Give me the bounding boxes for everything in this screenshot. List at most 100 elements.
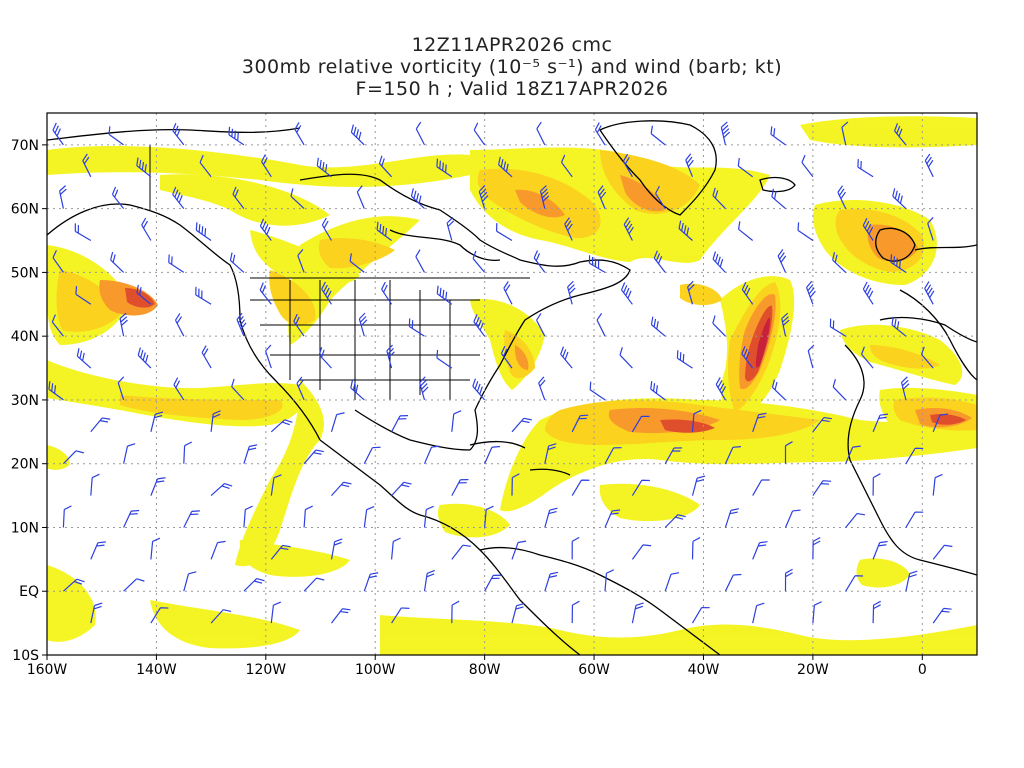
wind-barb <box>622 153 633 178</box>
wind-barb <box>837 185 847 209</box>
wind-barb-shaft <box>752 541 768 560</box>
wind-barb-shaft <box>894 123 907 146</box>
wind-barb-shaft <box>423 445 440 464</box>
wind-barb <box>436 158 453 178</box>
wind-barb-shaft <box>771 379 786 401</box>
wind-barb-shaft <box>685 153 694 178</box>
wind-barb-shaft <box>687 280 695 305</box>
wind-barb <box>141 217 152 241</box>
wind-barb-shaft <box>872 413 889 433</box>
wind-barb-shaft <box>62 450 84 465</box>
wind-barb-shaft <box>511 540 527 560</box>
wind-barb <box>123 509 140 528</box>
wind-barb <box>571 536 580 560</box>
wind-barb-shaft <box>408 318 425 337</box>
wind-barb <box>173 377 185 401</box>
wind-barb <box>48 381 64 401</box>
wind-barb <box>890 254 907 273</box>
wind-barb-shaft <box>201 345 212 369</box>
x-tick-label: 120W <box>246 662 287 678</box>
wind-barb-shaft <box>243 577 265 592</box>
wind-barb <box>381 281 393 305</box>
wind-barb-shaft <box>771 188 786 210</box>
wind-barb <box>391 415 409 433</box>
wind-barb-shaft <box>484 445 501 464</box>
wind-barb-shaft <box>331 481 352 497</box>
wind-barb <box>623 217 634 241</box>
wind-barb <box>90 417 111 433</box>
x-axis-ticks: 160W 140W 120W 100W 80W 60W 40W 20W 0 <box>27 655 927 678</box>
wind-barb <box>891 316 907 337</box>
x-tick-label: 0 <box>918 662 927 678</box>
wind-barb <box>259 282 272 305</box>
wind-barb <box>90 602 103 624</box>
shade-max <box>755 317 770 368</box>
wind-barb <box>297 248 305 273</box>
wind-barb-shaft <box>872 600 881 624</box>
wind-barb-shaft <box>631 602 644 624</box>
wind-barb-shaft <box>571 536 580 560</box>
wind-barb <box>498 156 513 178</box>
wind-barb <box>90 541 106 560</box>
wind-barb-shaft <box>270 601 282 624</box>
wind-barb <box>664 514 686 528</box>
wind-barb-shaft <box>123 578 145 592</box>
wind-barb-shaft <box>363 572 379 592</box>
wind-barb <box>845 445 861 464</box>
wind-barb-shaft <box>75 286 92 305</box>
wind-barb <box>715 377 727 401</box>
wind-barb-shaft <box>259 282 272 305</box>
wind-barb-shaft <box>712 187 726 210</box>
wind-barb <box>712 187 726 210</box>
wind-barb-shaft <box>720 121 731 146</box>
wind-barb <box>318 347 332 369</box>
wind-barb <box>82 153 92 178</box>
wind-barb <box>664 572 680 592</box>
wind-barb-shaft <box>664 514 686 528</box>
wind-barb-shaft <box>358 312 368 337</box>
wind-barb-shaft <box>503 281 513 305</box>
wind-barb <box>119 312 128 337</box>
wind-barb <box>841 121 849 146</box>
wind-barbs <box>48 121 953 624</box>
wind-barb <box>544 571 559 592</box>
wind-barb <box>631 415 650 433</box>
coastlines <box>47 120 977 655</box>
wind-barb-shaft <box>321 217 333 241</box>
wind-barb <box>183 571 197 592</box>
wind-barb <box>303 449 324 465</box>
wind-barb-shaft <box>691 409 702 432</box>
wind-barb-shaft <box>473 122 486 146</box>
wind-barb-shaft <box>752 479 770 496</box>
wind-barb <box>691 475 706 496</box>
wind-barb <box>932 473 943 496</box>
wind-barb-shaft <box>90 541 106 560</box>
wind-barb-shaft <box>806 280 816 305</box>
wind-barb-shaft <box>415 121 426 146</box>
wind-barb <box>539 185 550 209</box>
wind-barb <box>862 217 874 241</box>
y-tick-label: 40N <box>11 329 39 345</box>
wind-barb-shaft <box>571 600 580 624</box>
wind-barb-shaft <box>82 153 92 178</box>
wind-barb-shaft <box>419 376 429 401</box>
wind-barb-shaft <box>653 250 666 273</box>
wind-barb-shaft <box>589 381 606 401</box>
wind-barb <box>363 506 375 528</box>
wind-barb <box>752 412 767 432</box>
wind-barb <box>571 479 590 496</box>
wind-barb <box>123 443 136 464</box>
wind-barb-shaft <box>436 349 453 369</box>
wind-barb-shaft <box>784 568 793 592</box>
wind-barb-shaft <box>472 378 486 401</box>
wind-barb-shaft <box>784 509 801 528</box>
wind-barb <box>597 185 607 209</box>
wind-barb-shaft <box>872 540 888 560</box>
wind-barb <box>74 223 92 242</box>
wind-barb-shaft <box>363 506 375 528</box>
wind-barb <box>845 575 864 592</box>
wind-barb-shaft <box>231 378 245 401</box>
wind-barb-shaft <box>932 413 949 433</box>
wind-barb <box>737 157 754 178</box>
wind-barb <box>771 379 786 401</box>
